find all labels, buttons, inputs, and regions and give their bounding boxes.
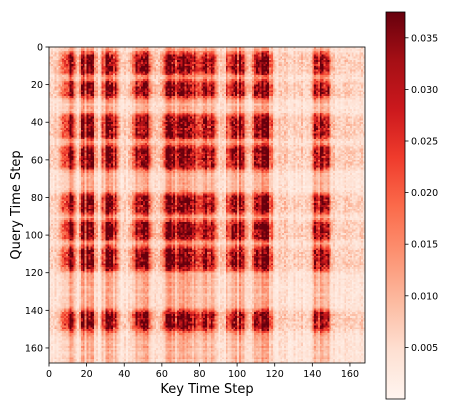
colorbar: 0.005 0.010 0.015 0.020 0.025 0.030 0.035 bbox=[385, 11, 438, 400]
colorbar-gradient bbox=[385, 11, 406, 400]
colorbar-tick-label: 0.010 bbox=[411, 291, 438, 302]
y-tick-label: 140 bbox=[25, 306, 43, 317]
y-tick-label: 20 bbox=[31, 80, 43, 91]
x-axis-ticks: 0 20 40 60 80 100 120 140 160 bbox=[46, 363, 359, 380]
x-tick-label: 60 bbox=[156, 369, 168, 380]
x-tick-label: 80 bbox=[193, 369, 205, 380]
colorbar-ticks: 0.005 0.010 0.015 0.020 0.025 0.030 0.035 bbox=[405, 33, 438, 354]
y-tick-label: 40 bbox=[31, 118, 43, 129]
y-tick-label: 0 bbox=[37, 43, 43, 54]
heatmap-cells bbox=[49, 47, 365, 363]
y-tick-label: 100 bbox=[25, 231, 43, 242]
colorbar-tick-label: 0.035 bbox=[411, 33, 438, 44]
plot-frame bbox=[48, 46, 366, 364]
x-tick-label: 40 bbox=[118, 369, 130, 380]
y-tick-label: 120 bbox=[25, 268, 43, 279]
y-tick-label: 80 bbox=[31, 193, 43, 204]
colorbar-tick-label: 0.025 bbox=[411, 137, 438, 148]
x-axis-label: Key Time Step bbox=[160, 382, 253, 397]
colorbar-tick-label: 0.005 bbox=[411, 343, 438, 354]
y-axis-ticks: 0 20 40 60 80 100 120 140 160 bbox=[25, 43, 49, 354]
y-tick-label: 160 bbox=[25, 343, 43, 354]
heatmap-plot bbox=[48, 46, 366, 364]
x-tick-label: 140 bbox=[303, 369, 321, 380]
y-axis-label: Query Time Step bbox=[9, 150, 24, 259]
y-tick-label: 60 bbox=[31, 155, 43, 166]
x-tick-label: 120 bbox=[266, 369, 284, 380]
colorbar-tick-label: 0.015 bbox=[411, 240, 438, 251]
x-tick-label: 160 bbox=[341, 369, 359, 380]
x-tick-label: 20 bbox=[81, 369, 93, 380]
colorbar-tick-label: 0.030 bbox=[411, 85, 438, 96]
colorbar-tick-label: 0.020 bbox=[411, 188, 438, 199]
x-tick-label: 0 bbox=[46, 369, 52, 380]
x-tick-label: 100 bbox=[228, 369, 246, 380]
